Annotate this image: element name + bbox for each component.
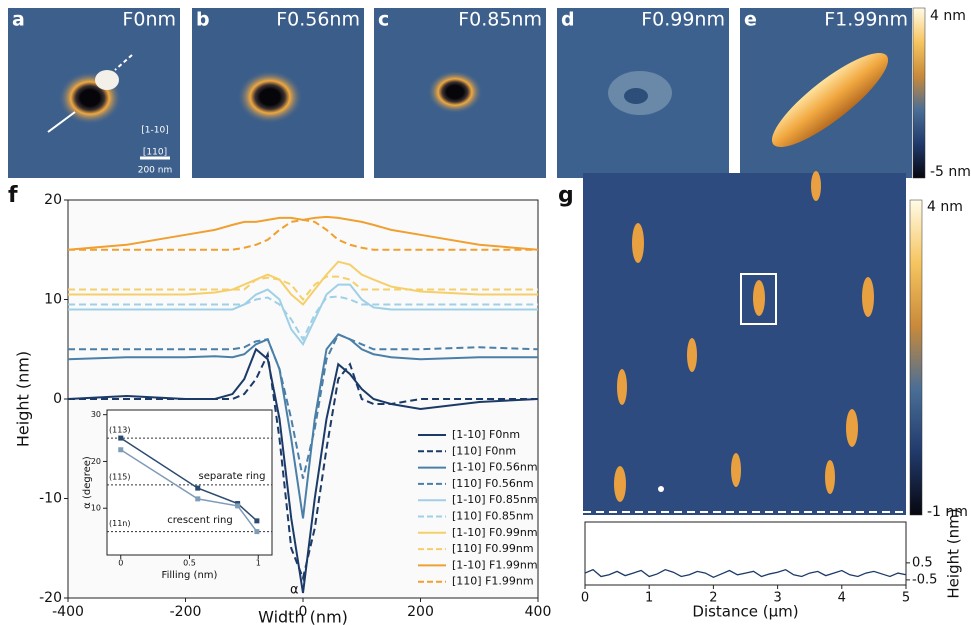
y-tick-label: -0.5 [912,572,937,587]
y-axis-label: α (degree) [82,456,93,509]
y-tick-label: 30 [91,410,101,419]
reference-label: (113) [109,426,131,435]
x-tick-label: 0 [581,591,589,606]
series-line [67,347,539,594]
x-tick-label: 200 [407,604,434,620]
x-tick-label: 4 [838,591,846,606]
x-tick-label: 0 [118,559,123,568]
legend-label: [110] F0nm [452,444,516,457]
x-tick-label: 400 [525,604,552,620]
series-line [120,437,258,522]
panel-label: F0.56nm [276,9,360,31]
panel-letter: a [12,9,25,31]
panel-letter: d [561,9,575,31]
panel-letter: f [8,183,18,208]
y-tick-label: 20 [91,457,101,466]
marker [254,518,260,524]
x-tick-label: 0 [299,604,308,620]
direction-label: [110] [143,148,167,158]
panel-label: F0.85nm [458,9,542,31]
y-tick-label: 10 [91,504,101,513]
legend-label: [1-10] F0.56nm [452,461,538,474]
y-axis-label: Height (nm) [14,351,33,447]
panel-label: F0.99nm [641,9,725,31]
marker [195,485,201,491]
series-line [68,333,539,479]
panel-label: F1.99nm [824,9,908,31]
legend-label: [1-10] F0nm [452,428,520,441]
marker [195,496,201,502]
x-tick-label: -200 [170,604,202,620]
series-line [584,568,907,579]
legend-label: [110] F0.85nm [452,510,534,523]
colorbar-label: 4 nm [930,8,966,24]
legend-label: [110] F0.99nm [452,542,534,555]
reference-label: (11n) [109,519,131,528]
colorbar-label: -5 nm [930,164,971,180]
marker [235,503,241,509]
afm-images [8,7,926,179]
x-axis-label: Filling (nm) [162,570,218,581]
annotation: crescent ring [167,515,232,526]
colorbar-label: 4 nm [927,199,963,215]
series-line [68,218,538,251]
y-tick-label: -10 [39,491,62,507]
series-line [68,283,538,347]
legend-label: [1-10] F0.99nm [452,526,538,539]
y-tick-label: 0.5 [912,555,933,570]
direction-label: [1-10] [141,126,168,136]
annotation: α [290,583,299,598]
marker [118,447,124,453]
marker [254,529,260,535]
x-axis-label: Width (nm) [258,608,348,625]
afm-map [583,171,923,516]
panel-letter: g [558,183,574,208]
panel-letter: b [196,9,210,31]
series-line [68,260,538,306]
panel-letter: c [378,9,389,31]
plot-frame [584,521,907,586]
reference-label: (115) [109,472,131,481]
x-tick-label: -400 [52,604,84,620]
series-line [68,275,538,302]
legend-label: [1-10] F0.85nm [452,493,538,506]
y-tick-label: -20 [39,590,62,606]
y-tick-label: 0 [53,391,62,407]
marker [118,435,124,441]
x-tick-label: 0.5 [183,559,196,568]
annotation: separate ring [199,471,266,482]
y-axis-label: Height (nm) [945,508,963,598]
series-line [120,449,258,533]
colorbar-label: -1 nm [927,504,968,520]
x-tick-label: 5 [902,591,910,606]
y-tick-label: 10 [44,292,62,308]
panel-letter: e [744,9,757,31]
scale-label: 200 nm [138,166,173,176]
x-axis-label: Distance (μm) [692,603,798,621]
legend-label: [1-10] F1.99nm [452,558,538,571]
legend-label: [110] F0.56nm [452,477,534,490]
series-line [68,295,538,342]
legend-label: [110] F1.99nm [452,575,534,588]
x-tick-label: 1 [645,591,653,606]
series-line [68,350,538,582]
series-line [67,333,538,519]
x-tick-label: 3 [773,591,781,606]
x-tick-label: 1 [256,559,261,568]
panel-label: F0nm [122,9,176,31]
y-tick-label: 20 [44,192,62,208]
x-tick-label: 2 [709,591,717,606]
